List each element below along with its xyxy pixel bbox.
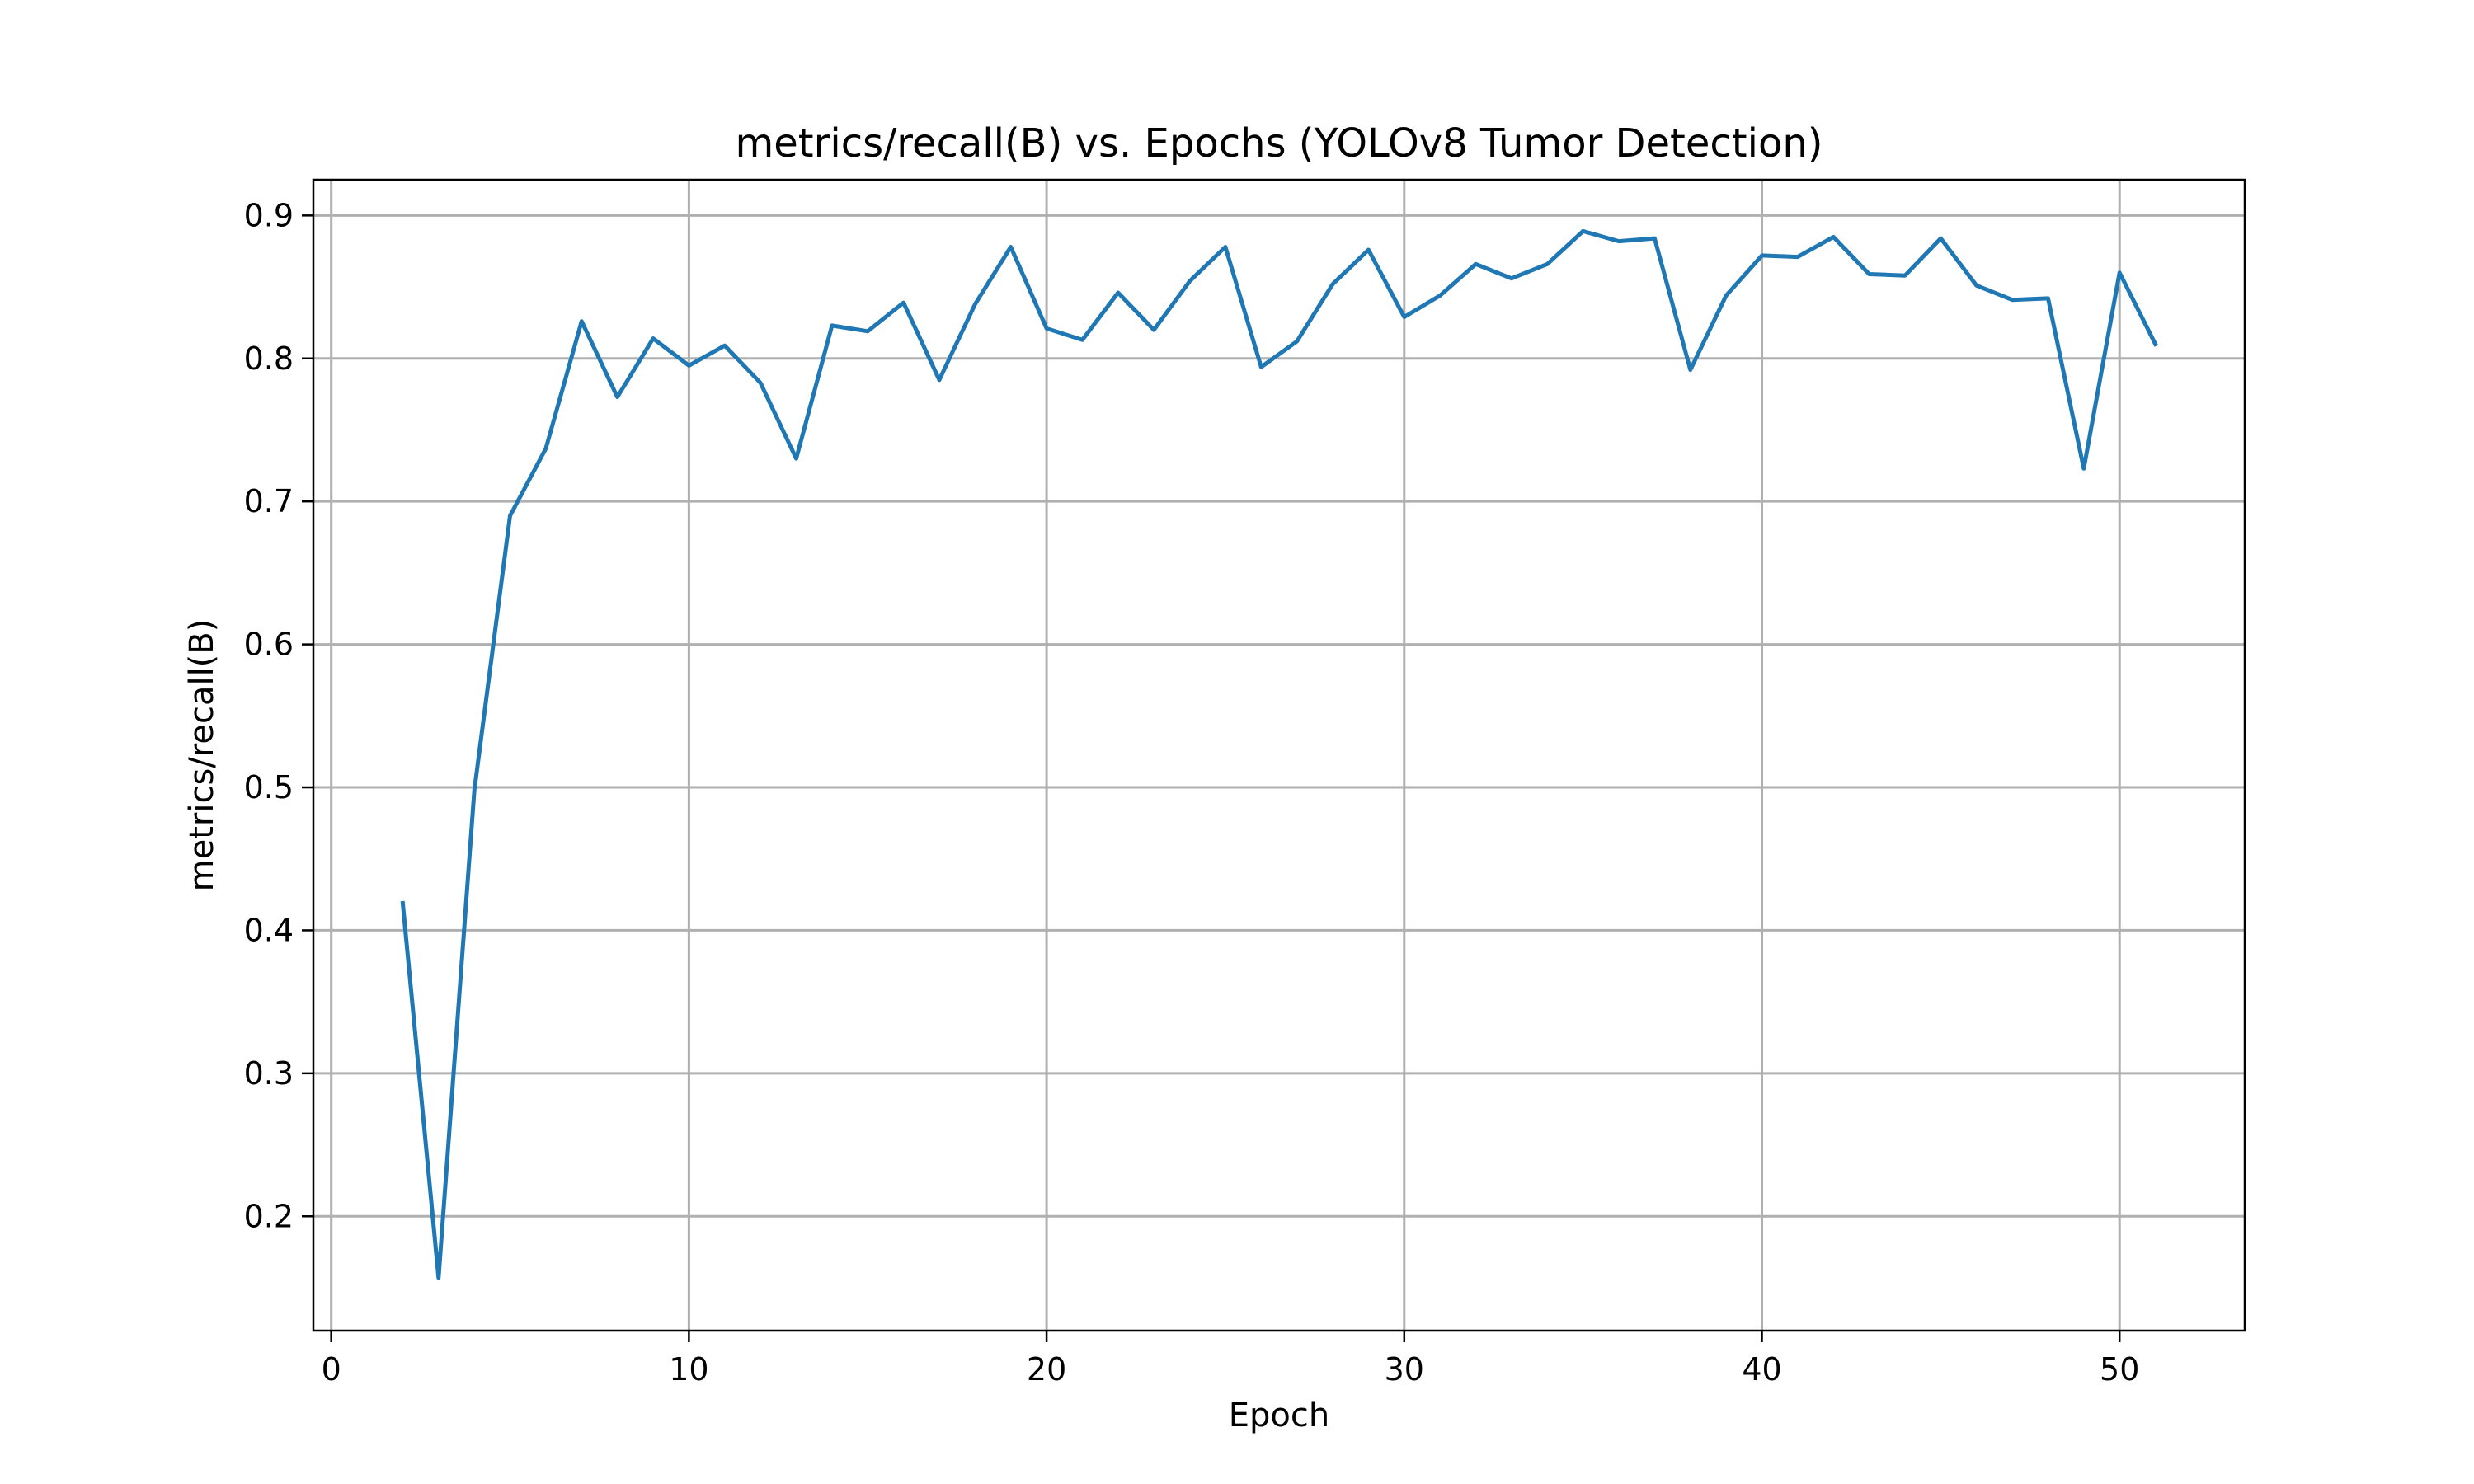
y-tick-label: 0.8 [244,340,294,377]
chart-title: metrics/recall(B) vs. Epochs (YOLOv8 Tum… [736,120,1823,167]
series-layer [400,228,2158,1280]
y-tick-label: 0.3 [244,1055,294,1092]
plot-frame [312,178,2246,1332]
axis-ticks: 0 10 20 30 40 50 0.2 0.3 0.4 0.5 0.6 0.7 0.8 0.9 [244,197,2140,1388]
y-tick-label: 0.9 [244,197,294,233]
x-axis-label: Epoch [1229,1397,1329,1435]
series-line [400,228,2158,1280]
y-axis-label: metrics/recall(B) [183,619,221,892]
x-tick-label: 50 [2100,1351,2139,1388]
x-tick-label: 20 [1027,1351,1066,1388]
x-tick-label: 0 [322,1351,341,1388]
y-tick-label: 0.2 [244,1198,294,1234]
grid-lines [313,180,2245,1331]
y-tick-label: 0.5 [244,769,294,805]
x-tick-label: 10 [669,1351,708,1388]
y-tick-label: 0.7 [244,483,294,519]
x-tick-label: 30 [1385,1351,1424,1388]
x-tick-label: 40 [1742,1351,1781,1388]
y-tick-label: 0.4 [244,912,294,948]
y-tick-label: 0.6 [244,627,294,663]
